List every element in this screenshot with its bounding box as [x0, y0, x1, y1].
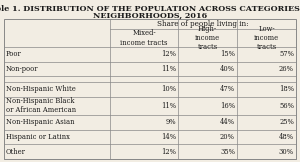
- Text: Low-
income
tracts: Low- income tracts: [254, 25, 279, 51]
- Text: NEIGHBORHOODS, 2016: NEIGHBORHOODS, 2016: [93, 12, 207, 20]
- Text: Table 1. DISTRIBUTION OF THE POPULATION ACROSS CATEGORIES OF: Table 1. DISTRIBUTION OF THE POPULATION …: [0, 5, 300, 13]
- Text: 14%: 14%: [161, 133, 176, 141]
- Text: Mixed-
income tracts: Mixed- income tracts: [120, 29, 168, 47]
- Text: 20%: 20%: [220, 133, 235, 141]
- Text: 57%: 57%: [279, 50, 294, 58]
- Text: 26%: 26%: [279, 65, 294, 73]
- Text: Non-poor: Non-poor: [6, 65, 38, 73]
- Text: High-
income
tracts: High- income tracts: [195, 25, 220, 51]
- Text: 48%: 48%: [279, 133, 294, 141]
- Text: 12%: 12%: [161, 148, 176, 156]
- Text: 16%: 16%: [220, 102, 235, 110]
- Text: 44%: 44%: [220, 118, 235, 126]
- Text: 25%: 25%: [279, 118, 294, 126]
- Text: 47%: 47%: [220, 85, 235, 93]
- Text: Non-Hispanic Black
or African American: Non-Hispanic Black or African American: [6, 97, 76, 114]
- Bar: [4, 19, 296, 159]
- Text: Other: Other: [6, 148, 26, 156]
- Text: 56%: 56%: [279, 102, 294, 110]
- Text: Hispanic or Latinx: Hispanic or Latinx: [6, 133, 70, 141]
- Text: Poor: Poor: [6, 50, 22, 58]
- Text: 11%: 11%: [161, 102, 176, 110]
- Text: 35%: 35%: [220, 148, 235, 156]
- Text: 30%: 30%: [279, 148, 294, 156]
- Text: Share of people living in:: Share of people living in:: [157, 20, 249, 28]
- Text: 9%: 9%: [165, 118, 176, 126]
- Text: Non-Hispanic White: Non-Hispanic White: [6, 85, 76, 93]
- Text: Non-Hispanic Asian: Non-Hispanic Asian: [6, 118, 74, 126]
- Text: 11%: 11%: [161, 65, 176, 73]
- Text: 15%: 15%: [220, 50, 235, 58]
- Text: 18%: 18%: [279, 85, 294, 93]
- Text: 10%: 10%: [161, 85, 176, 93]
- Text: 12%: 12%: [161, 50, 176, 58]
- Text: 40%: 40%: [220, 65, 235, 73]
